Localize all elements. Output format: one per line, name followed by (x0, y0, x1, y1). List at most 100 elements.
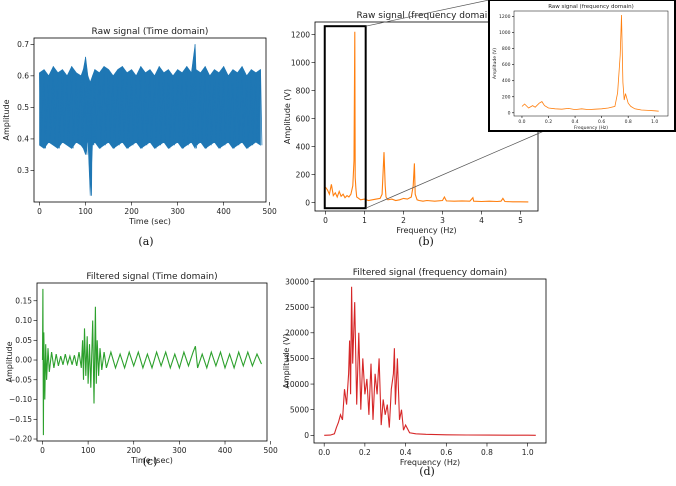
x-tick-label: 5 (518, 216, 523, 225)
x-tick-label: 4 (479, 216, 484, 225)
x-tick-label: 0 (323, 216, 328, 225)
chart-title: Filtered signal (frequency domain) (353, 268, 507, 278)
panel-caption: (d) (419, 465, 435, 478)
x-tick-label: 0.8 (625, 119, 632, 125)
x-tick-label: 0 (37, 207, 42, 216)
y-tick-label: 0.4 (17, 135, 29, 144)
x-tick-label: 400 (218, 446, 233, 455)
y-tick-label: −0.20 (9, 435, 32, 444)
x-tick-label: 0.2 (359, 448, 371, 457)
x-tick-label: 500 (263, 207, 278, 216)
y-tick-label: −0.15 (9, 415, 32, 424)
panel-caption: (c) (143, 455, 158, 468)
x-tick-label: 0.6 (598, 119, 605, 125)
y-axis-label: Amplitude (V) (492, 48, 498, 79)
zoom-connector (365, 130, 545, 209)
axes-frame (513, 10, 669, 117)
x-tick-label: 200 (124, 207, 139, 216)
inset-frame (488, 0, 676, 132)
x-tick-label: 0.4 (400, 448, 412, 457)
y-tick-label: 600 (296, 114, 311, 123)
x-tick-label: 0.4 (571, 119, 578, 125)
y-tick-label: 0.3 (17, 166, 29, 175)
y-tick-label: 400 (502, 78, 511, 84)
data-group (521, 14, 659, 112)
y-tick-label: 1200 (499, 14, 511, 20)
y-tick-label: 0.5 (17, 103, 29, 112)
x-axis-label: Time (sec) (128, 217, 171, 226)
y-tick-label: −0.05 (9, 375, 32, 384)
x-tick-label: 2 (401, 216, 406, 225)
x-tick-label: 100 (81, 446, 96, 455)
x-axis-label: Frequency (Hz) (396, 226, 456, 235)
x-tick-label: 300 (172, 446, 187, 455)
y-tick-label: 25000 (285, 303, 309, 312)
x-axis-label: Frequency (Hz) (400, 458, 460, 467)
series-line-raw spectrum (325, 31, 529, 203)
y-tick-label: 1000 (499, 30, 511, 36)
y-tick-label: 0.10 (15, 316, 32, 325)
x-tick-label: 300 (170, 207, 185, 216)
chart-d: 0.0 0.2 0.4 0.6 0.8 1.0 0 5000 10000 15000 20000 25… (282, 268, 547, 478)
x-tick-label: 0 (40, 446, 45, 455)
y-axis-label: Amplitude (5, 341, 14, 382)
zoom-connector (365, 0, 490, 27)
y-tick-label: −0.10 (9, 395, 32, 404)
y-tick-label: 0.15 (15, 296, 32, 305)
y-axis-label: Amplitude (V) (282, 333, 291, 388)
y-tick-label: 200 (502, 94, 511, 100)
y-tick-label: 1200 (291, 30, 310, 39)
series-line-filtered (41, 288, 263, 436)
chart-title: Filtered signal (Time domain) (86, 272, 217, 282)
x-axis-label: Frequency (Hz) (574, 125, 608, 131)
y-tick-label: 0 (305, 198, 310, 207)
data-group (325, 31, 529, 203)
y-tick-label: 0.6 (17, 72, 29, 81)
y-tick-label: 0.7 (17, 40, 29, 49)
y-tick-label: 800 (296, 86, 311, 95)
x-tick-label: 1 (362, 216, 367, 225)
y-axis-label: Amplitude (2, 99, 11, 140)
series-line-filtered spectrum (324, 286, 536, 436)
y-tick-label: 0 (508, 110, 511, 116)
y-tick-label: 600 (502, 62, 511, 68)
y-tick-label: 20000 (285, 329, 309, 338)
x-tick-label: 0.6 (440, 448, 452, 457)
data-group (39, 44, 263, 196)
x-tick-label: 3 (440, 216, 445, 225)
x-tick-label: 0.8 (481, 448, 493, 457)
axes-frame (33, 37, 267, 203)
panel-caption: (a) (138, 235, 153, 248)
axes-frame (313, 278, 547, 444)
y-tick-label: 0.05 (15, 336, 32, 345)
y-tick-label: 0.00 (15, 356, 32, 365)
y-tick-label: 800 (502, 46, 511, 52)
chart-b-inset: 0.0 0.2 0.4 0.6 0.8 1.0 0 200 400 600 800 1000 1200 R… (488, 0, 676, 132)
data-group (41, 288, 263, 436)
y-tick-label: 10000 (285, 380, 309, 389)
chart-c: 0 100 200 300 400 500 −0.20 −0.15 −0.10 −0.05 0.00… (5, 272, 278, 468)
x-tick-label: 100 (78, 207, 93, 216)
chart-title: Raw signal (frequency domain) (356, 11, 496, 21)
y-tick-label: 5000 (290, 405, 309, 414)
x-tick-label: 1.0 (522, 448, 534, 457)
x-tick-label: 0.0 (318, 448, 330, 457)
x-tick-label: 400 (216, 207, 231, 216)
x-tick-label: 200 (127, 446, 142, 455)
y-tick-label: 200 (296, 170, 311, 179)
x-tick-label: 0.2 (545, 119, 552, 125)
zoom-region-box (323, 25, 367, 210)
x-tick-label: 500 (263, 446, 278, 455)
panel-caption: (b) (418, 235, 434, 248)
y-tick-label: 400 (296, 142, 311, 151)
chart-title: Raw signal (Time domain) (92, 27, 209, 37)
y-tick-label: 1000 (291, 58, 310, 67)
axes-frame (36, 282, 268, 442)
y-axis-label: Amplitude (V) (283, 89, 292, 144)
x-tick-label: 1.0 (651, 119, 658, 125)
x-axis-label: Time (sec) (130, 456, 173, 465)
y-tick-label: 0 (304, 431, 309, 440)
series-line-raw (39, 44, 263, 196)
